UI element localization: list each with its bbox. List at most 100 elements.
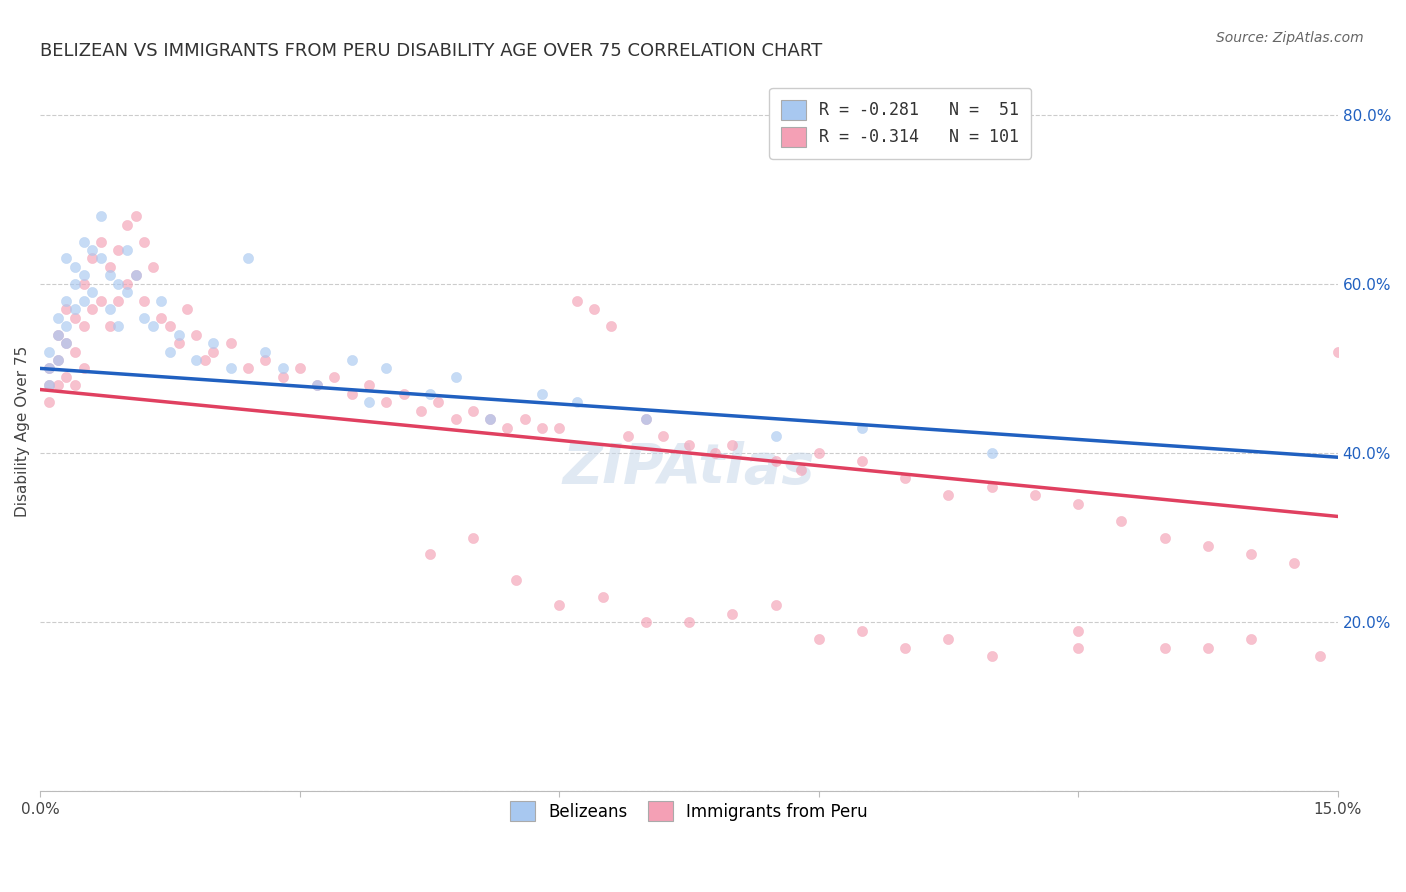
Y-axis label: Disability Age Over 75: Disability Age Over 75 <box>15 346 30 517</box>
Point <box>98 260 121 274</box>
Text: BELIZEAN VS IMMIGRANTS FROM PERU DISABILITY AGE OVER 75 CORRELATION CHART: BELIZEAN VS IMMIGRANTS FROM PERU DISABIL… <box>41 42 823 60</box>
Point <box>1197 640 1219 655</box>
Text: ZIPAtlas: ZIPAtlas <box>562 441 815 495</box>
Point <box>46 310 69 325</box>
Point <box>980 648 1002 663</box>
Point <box>513 412 536 426</box>
Point <box>107 319 129 334</box>
Point <box>357 378 380 392</box>
Point <box>219 336 242 351</box>
Point <box>721 607 744 621</box>
Point <box>807 632 830 646</box>
Point <box>150 310 173 325</box>
Point <box>1067 640 1090 655</box>
Point <box>63 310 86 325</box>
Point <box>419 386 441 401</box>
Point <box>1240 632 1263 646</box>
Point <box>444 370 467 384</box>
Point <box>82 243 104 257</box>
Point <box>617 429 640 443</box>
Point <box>73 319 96 334</box>
Point <box>894 471 917 485</box>
Point <box>634 615 657 629</box>
Point <box>678 437 700 451</box>
Point <box>894 640 917 655</box>
Point <box>479 412 502 426</box>
Point <box>236 361 259 376</box>
Point <box>592 590 614 604</box>
Point <box>55 370 77 384</box>
Point <box>1197 539 1219 553</box>
Point <box>938 488 960 502</box>
Point <box>1309 648 1331 663</box>
Point <box>115 285 138 300</box>
Point <box>340 353 363 368</box>
Point <box>851 624 873 638</box>
Point <box>73 361 96 376</box>
Point <box>1240 548 1263 562</box>
Point <box>1067 497 1090 511</box>
Point <box>90 209 112 223</box>
Point <box>807 446 830 460</box>
Point <box>271 370 294 384</box>
Point <box>134 293 156 308</box>
Point <box>38 361 60 376</box>
Point <box>496 420 519 434</box>
Point <box>582 302 605 317</box>
Point <box>427 395 450 409</box>
Point <box>194 353 217 368</box>
Point <box>419 548 441 562</box>
Point <box>184 353 207 368</box>
Point <box>55 319 77 334</box>
Point <box>565 293 588 308</box>
Point <box>790 463 813 477</box>
Point <box>254 344 277 359</box>
Point <box>150 293 173 308</box>
Point <box>176 302 198 317</box>
Point <box>82 285 104 300</box>
Point <box>142 319 165 334</box>
Point <box>184 327 207 342</box>
Point <box>159 344 181 359</box>
Point <box>107 243 129 257</box>
Point <box>678 615 700 629</box>
Point <box>38 378 60 392</box>
Point <box>63 277 86 291</box>
Point <box>271 361 294 376</box>
Point <box>236 252 259 266</box>
Point <box>1067 624 1090 638</box>
Point <box>115 243 138 257</box>
Point <box>167 336 190 351</box>
Point <box>98 319 121 334</box>
Point <box>307 378 329 392</box>
Point <box>765 454 787 468</box>
Point <box>202 336 225 351</box>
Point <box>219 361 242 376</box>
Point <box>980 446 1002 460</box>
Point <box>124 209 146 223</box>
Point <box>980 480 1002 494</box>
Point <box>340 386 363 401</box>
Point <box>73 277 96 291</box>
Point <box>461 531 484 545</box>
Point <box>98 268 121 283</box>
Point <box>1326 344 1348 359</box>
Point <box>38 344 60 359</box>
Point <box>634 412 657 426</box>
Point <box>307 378 329 392</box>
Point <box>765 599 787 613</box>
Point <box>73 268 96 283</box>
Point <box>167 327 190 342</box>
Point <box>46 378 69 392</box>
Point <box>63 260 86 274</box>
Point <box>1024 488 1046 502</box>
Point <box>202 344 225 359</box>
Point <box>55 336 77 351</box>
Point <box>46 353 69 368</box>
Point <box>90 235 112 249</box>
Point <box>38 378 60 392</box>
Point <box>704 446 727 460</box>
Point <box>142 260 165 274</box>
Point <box>479 412 502 426</box>
Point <box>63 378 86 392</box>
